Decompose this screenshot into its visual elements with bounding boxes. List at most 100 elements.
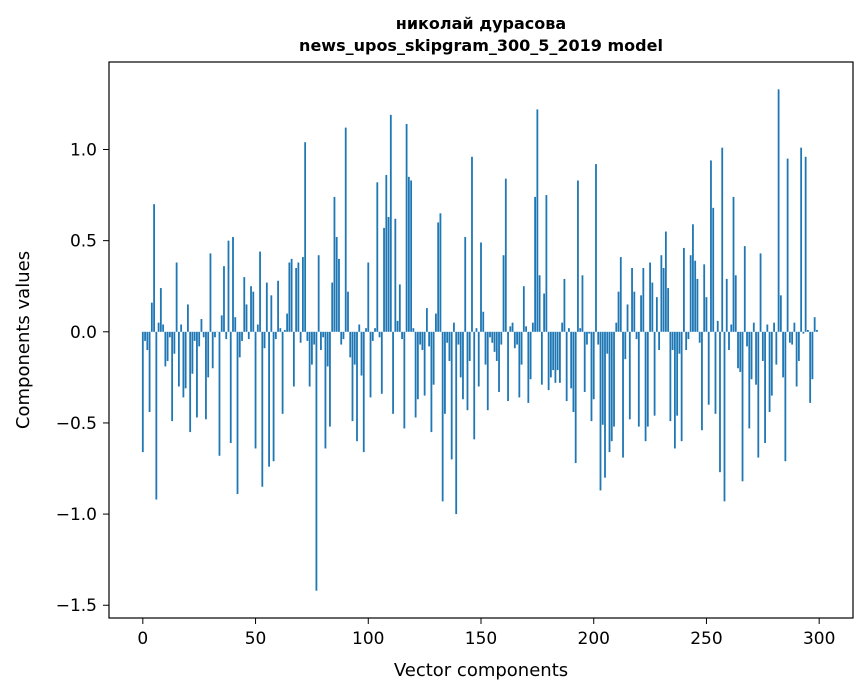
bar [335,237,338,332]
bar [270,295,273,332]
bar [678,331,681,354]
bar [387,216,390,332]
bar [243,277,246,332]
bar [779,295,782,332]
bar [419,331,422,345]
bar [809,331,812,403]
bar [437,222,440,332]
bar [698,331,701,343]
bar [439,213,442,332]
bar [428,331,431,347]
bar [626,304,629,332]
bar [159,288,162,332]
x-tick-label: 200 [578,629,610,649]
y-axis-ticks: −1.5 −1.0 −0.5 0.0 0.5 1.0 [56,141,109,616]
bar [308,331,311,387]
x-tick-label: 100 [352,629,384,649]
bar [396,320,399,332]
bar [816,329,818,332]
bar [513,331,516,349]
bar [525,326,527,332]
bar [784,331,787,462]
bar [624,331,627,360]
bar [518,331,521,398]
bar [723,331,726,502]
bar [168,331,171,338]
bar [196,331,198,418]
bar [737,331,739,369]
bar [320,331,322,351]
bar [597,331,600,345]
bar [568,328,570,332]
bar-series [141,89,818,591]
bar [236,331,239,495]
bar [349,331,352,358]
bar [171,331,174,422]
bar [281,331,284,414]
y-tick-label: −1.5 [56,596,97,616]
bar [734,275,737,332]
bar [356,331,358,442]
bar [549,331,552,378]
bar [304,142,307,332]
bar [653,331,656,416]
bar [292,331,295,387]
bar [299,331,302,343]
bar [198,331,201,347]
bar [191,331,194,374]
bar [795,331,798,387]
bar [592,331,595,400]
bar [651,282,654,332]
bar [477,331,480,387]
bar [385,175,388,332]
bar [389,114,392,332]
bar [295,267,298,332]
bar [540,331,543,385]
bar [721,147,724,332]
bar [252,291,255,332]
bar [144,331,146,341]
bar [344,127,347,332]
bar [261,331,264,487]
bar [811,331,814,380]
bar [173,331,176,354]
bar [322,331,325,338]
bar [741,331,744,482]
bar [658,331,661,351]
bar [153,204,155,332]
bar [435,313,437,332]
bar [247,331,250,340]
bar [358,324,361,332]
bar [225,331,228,340]
bar [777,89,780,332]
bar [610,331,613,442]
bar [232,237,234,332]
bar [669,331,672,422]
bar [730,324,733,332]
bar [750,331,753,380]
bar [205,331,207,420]
bar [746,331,748,347]
bar [489,331,491,338]
bar [466,331,469,411]
bar [394,218,397,332]
bar [716,320,719,332]
bar [606,331,609,354]
chart-subtitle: news_upos_skipgram_300_5_2019 model [299,36,663,55]
bar [416,331,419,400]
bar [725,278,728,332]
bar [696,278,699,332]
bar [807,329,809,332]
x-tick-label: 150 [465,629,497,649]
bar [245,304,248,332]
bar [464,237,467,332]
bar [655,297,658,332]
bar [635,331,638,340]
bar [739,331,742,372]
bar [326,331,329,367]
bar [673,331,676,449]
bar [534,196,537,332]
bar [601,331,604,425]
bar [604,331,606,478]
bar [317,255,320,332]
